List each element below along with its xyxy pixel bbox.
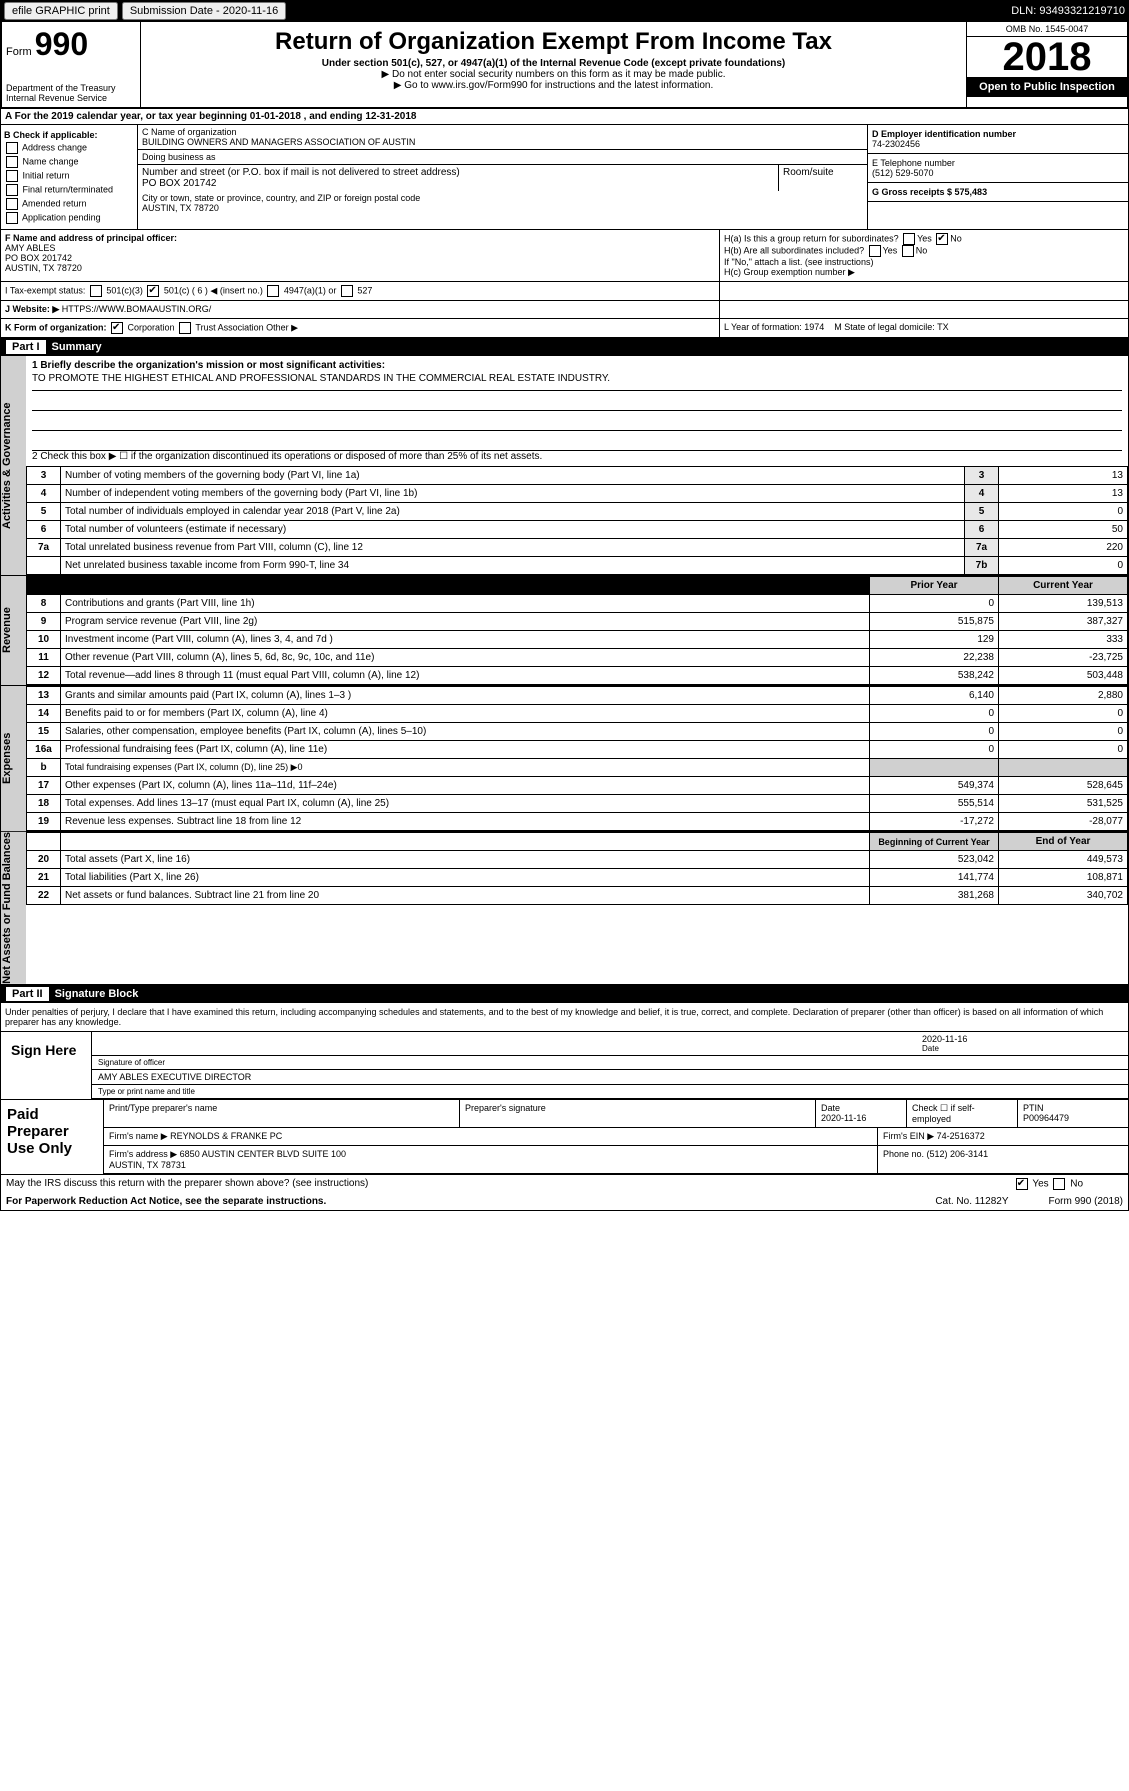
q2: 2 Check this box ▶ ☐ if the organization… (32, 451, 1122, 462)
form-header: Form 990 Department of the Treasury Inte… (0, 22, 1129, 109)
efile-button[interactable]: efile GRAPHIC print (4, 2, 118, 20)
penalty-text: Under penalties of perjury, I declare th… (1, 1003, 1128, 1032)
checkbox-final[interactable] (6, 184, 18, 196)
paid-label: Paid Preparer Use Only (1, 1100, 104, 1174)
side-expenses: Expenses (1, 686, 26, 831)
ein: 74-2302456 (872, 139, 1124, 149)
phone: (512) 529-5070 (872, 168, 1124, 178)
open-public: Open to Public Inspection (967, 77, 1127, 97)
signature-block: Under penalties of perjury, I declare th… (0, 1003, 1129, 1100)
form-title: Return of Organization Exempt From Incom… (145, 28, 962, 56)
city: AUSTIN, TX 78720 (142, 203, 863, 213)
side-revenue: Revenue (1, 576, 26, 685)
submission-date-button[interactable]: Submission Date - 2020-11-16 (122, 2, 286, 20)
checkbox-pending[interactable] (6, 212, 18, 224)
year-formation: L Year of formation: 1974 (724, 322, 824, 332)
period-row: A For the 2019 calendar year, or tax yea… (0, 109, 1129, 125)
g-gross: G Gross receipts $ 575,483 (868, 183, 1128, 202)
section-j: J Website: ▶ HTTPS://WWW.BOMAAUSTIN.ORG/ (0, 301, 1129, 319)
state-domicile: M State of legal domicile: TX (834, 322, 948, 332)
governance-block: Activities & Governance 1 Briefly descri… (0, 356, 1129, 576)
section-i: I Tax-exempt status: 501(c)(3) 501(c) ( … (0, 282, 1129, 301)
q1: 1 Briefly describe the organization's mi… (32, 360, 1122, 371)
b-check-label: B Check if applicable: (4, 130, 134, 140)
expenses-block: Expenses 13Grants and similar amounts pa… (0, 686, 1129, 832)
side-governance: Activities & Governance (1, 356, 26, 575)
checkbox-initial[interactable] (6, 170, 18, 182)
cat-no: Cat. No. 11282Y (935, 1196, 1008, 1207)
revenue-block: Revenue Prior YearCurrent Year8Contribut… (0, 576, 1129, 686)
d-label: D Employer identification number (872, 129, 1124, 139)
form-number: 990 (35, 26, 88, 62)
c-label: C Name of organization (142, 127, 863, 137)
part1-header: Part ISummary (0, 338, 1129, 356)
dba-label: Doing business as (138, 150, 867, 165)
paid-preparer: Paid Preparer Use Only Print/Type prepar… (0, 1100, 1129, 1175)
org-name: BUILDING OWNERS AND MANAGERS ASSOCIATION… (142, 137, 863, 147)
form-subtitle: Under section 501(c), 527, or 4947(a)(1)… (145, 58, 962, 69)
city-label: City or town, state or province, country… (142, 193, 863, 203)
top-bar: efile GRAPHIC print Submission Date - 20… (0, 0, 1129, 22)
checkbox-address[interactable] (6, 142, 18, 154)
note-link: ▶ Go to www.irs.gov/Form990 for instruct… (145, 80, 962, 91)
street-label: Number and street (or P.O. box if mail i… (142, 167, 774, 178)
dept-treasury: Department of the Treasury (6, 83, 136, 93)
website-link[interactable]: HTTPS://WWW.BOMAAUSTIN.ORG/ (62, 304, 212, 314)
checkbox-amended[interactable] (6, 198, 18, 210)
h-b: H(b) Are all subordinates included? Yes … (724, 245, 1124, 257)
e-label: E Telephone number (872, 158, 1124, 168)
note-ssn: ▶ Do not enter social security numbers o… (145, 69, 962, 80)
h-a: H(a) Is this a group return for subordin… (724, 233, 1124, 245)
tax-year: 2018 (967, 37, 1127, 77)
checkbox-name[interactable] (6, 156, 18, 168)
discuss-question: May the IRS discuss this return with the… (6, 1178, 368, 1190)
part2-header: Part IISignature Block (0, 985, 1129, 1003)
f-label: F Name and address of principal officer: (5, 233, 715, 243)
h-c: H(c) Group exemption number ▶ (724, 267, 1124, 278)
firm-name: REYNOLDS & FRANKE PC (170, 1131, 282, 1141)
street: PO BOX 201742 (142, 178, 774, 189)
room-label: Room/suite (779, 165, 867, 191)
side-netassets: Net Assets or Fund Balances (1, 832, 26, 984)
irs-label: Internal Revenue Service (6, 93, 136, 103)
netassets-block: Net Assets or Fund Balances Beginning of… (0, 832, 1129, 985)
h-note: If "No," attach a list. (see instruction… (724, 257, 1124, 267)
section-b: B Check if applicable: Address change Na… (0, 125, 1129, 230)
pra-notice: For Paperwork Reduction Act Notice, see … (6, 1196, 326, 1207)
officer: AMY ABLES PO BOX 201742 AUSTIN, TX 78720 (5, 243, 715, 273)
section-fh: F Name and address of principal officer:… (0, 230, 1129, 282)
mission-text: TO PROMOTE THE HIGHEST ETHICAL AND PROFE… (32, 371, 1122, 391)
section-k: K Form of organization: Corporation Trus… (0, 319, 1129, 338)
officer-name: AMY ABLES EXECUTIVE DIRECTOR (98, 1072, 251, 1082)
form-label: Form (6, 46, 32, 58)
dln: DLN: 93493321219710 (1011, 5, 1125, 17)
sign-here-label: Sign Here (1, 1032, 92, 1099)
form-footer: Form 990 (2018) (1049, 1196, 1123, 1207)
